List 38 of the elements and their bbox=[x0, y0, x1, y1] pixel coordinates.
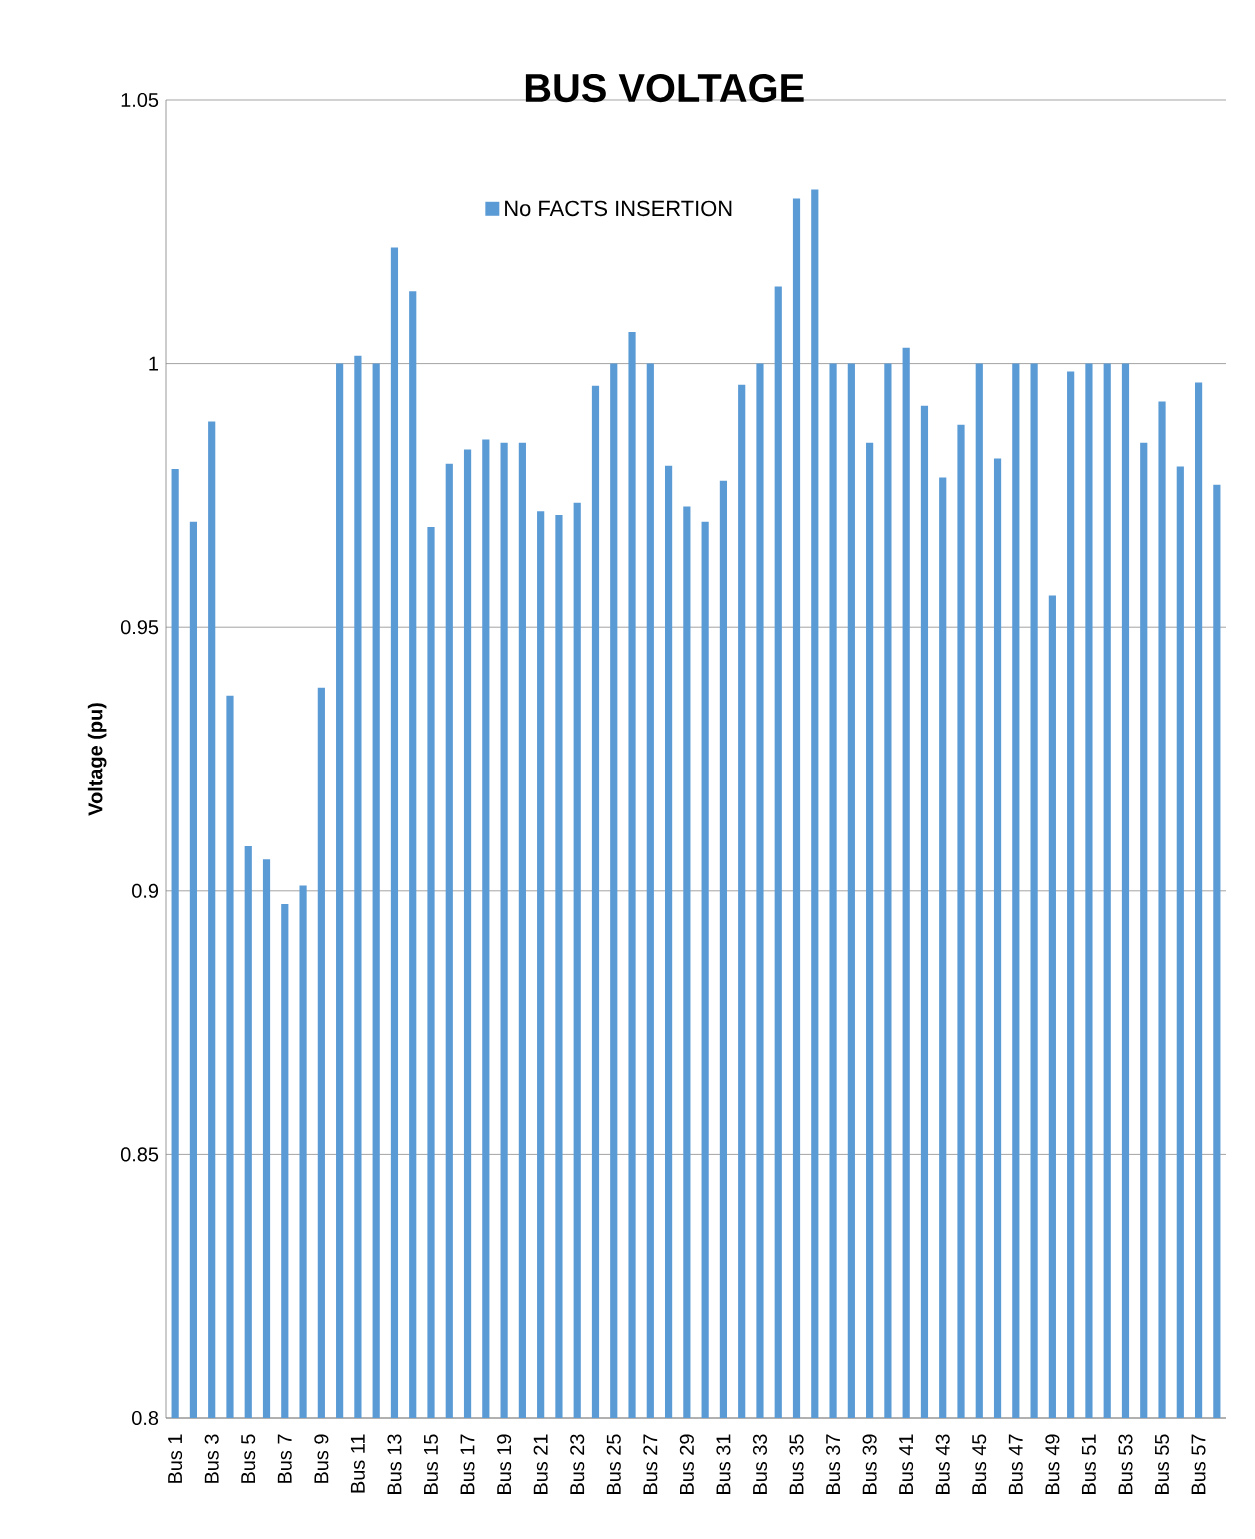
y-tick-label: 1.05 bbox=[121, 92, 159, 108]
x-tick-label: Bus 3 bbox=[204, 1434, 219, 1483]
x-tick-label: Bus 9 bbox=[314, 1434, 329, 1483]
x-tick-label: Bus 13 bbox=[387, 1434, 402, 1494]
x-tick-label: Bus 27 bbox=[643, 1434, 658, 1494]
y-tick-label: 0.9 bbox=[132, 883, 159, 898]
x-tick-label: Bus 35 bbox=[789, 1434, 804, 1494]
x-tick-label: Bus 55 bbox=[1155, 1434, 1169, 1494]
x-tick-label: Bus 51 bbox=[1081, 1434, 1096, 1494]
x-tick-label: Bus 23 bbox=[570, 1434, 585, 1494]
x-tick-label: Bus 21 bbox=[533, 1434, 548, 1494]
x-tick-label: Bus 1 bbox=[168, 1434, 183, 1483]
y-tick-label: 0.8 bbox=[132, 1410, 159, 1426]
x-tick-label: Bus 17 bbox=[460, 1434, 475, 1494]
x-tick-label: Bus 11 bbox=[350, 1434, 365, 1493]
x-tick-label: Bus 57 bbox=[1191, 1434, 1206, 1494]
x-tick-label: Bus 43 bbox=[935, 1434, 950, 1494]
chart-title: BUS VOLTAGE bbox=[525, 73, 804, 103]
y-axis-title: Voltage (pu) bbox=[87, 703, 107, 816]
x-tick-label: Bus 45 bbox=[972, 1434, 987, 1494]
y-tick-label: 0.95 bbox=[120, 620, 159, 635]
x-tick-label: Bus 33 bbox=[752, 1434, 768, 1494]
x-tick-label: Bus 53 bbox=[1118, 1434, 1133, 1494]
x-tick-label: Bus 37 bbox=[826, 1434, 841, 1494]
legend-label: No FACTS INSERTION bbox=[505, 200, 732, 217]
x-tick-label: Bus 47 bbox=[1008, 1434, 1023, 1494]
y-tick-label: 0.85 bbox=[120, 1147, 159, 1162]
x-tick-label: Bus 5 bbox=[241, 1434, 256, 1483]
x-tick-label: Bus 15 bbox=[424, 1434, 438, 1494]
x-tick-label: Bus 29 bbox=[679, 1434, 694, 1494]
x-tick-label: Bus 25 bbox=[606, 1434, 621, 1494]
x-tick-label: Bus 41 bbox=[899, 1434, 914, 1494]
x-tick-label: Bus 49 bbox=[1045, 1434, 1060, 1494]
x-tick-label: Bus 19 bbox=[497, 1434, 512, 1494]
x-tick-label: Bus 39 bbox=[862, 1434, 877, 1494]
y-tick-label: 1 bbox=[149, 356, 159, 371]
x-tick-label: Bus 31 bbox=[716, 1434, 731, 1494]
x-tick-label: Bus 7 bbox=[277, 1434, 292, 1483]
